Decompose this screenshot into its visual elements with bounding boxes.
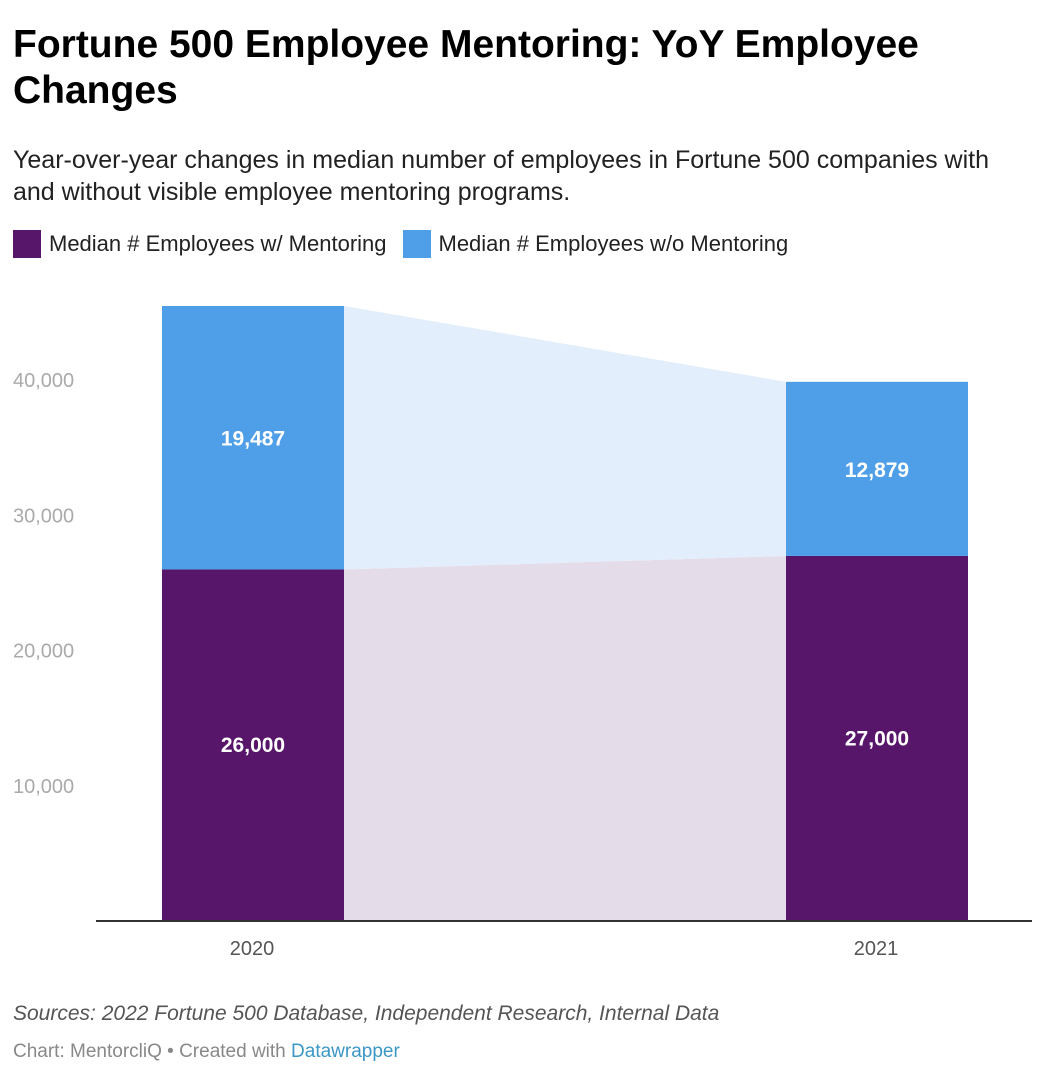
legend-swatch-without-mentoring	[402, 230, 431, 258]
bar-with-mentoring-2020	[162, 569, 344, 921]
datawrapper-link[interactable]: Datawrapper	[291, 1041, 400, 1062]
value-label-with-mentoring-2020: 26,000	[221, 734, 285, 757]
bar-without-mentoring-2021	[786, 381, 968, 556]
chart-subtitle: Year-over-year changes in median number …	[13, 146, 990, 206]
connector-band-without-mentoring	[344, 306, 786, 570]
y-tick-label-40000: 40,000	[13, 370, 74, 392]
y-tick-label-10000: 10,000	[13, 776, 74, 798]
legend-swatch-with-mentoring	[13, 230, 41, 258]
y-tick-label-30000: 30,000	[13, 505, 74, 527]
chart-credit: Chart: MentorcliQ • Created with Datawra…	[13, 1041, 400, 1063]
legend: Median # Employees w/ Mentoring Median #…	[13, 230, 804, 258]
x-tick-label-2020: 2020	[230, 938, 275, 960]
credit-text: Chart: MentorcliQ • Created with	[13, 1041, 292, 1062]
legend-item-without-mentoring: Median # Employees w/o Mentoring	[402, 230, 789, 258]
legend-item-with-mentoring: Median # Employees w/ Mentoring	[13, 230, 387, 258]
bar-with-mentoring-2021	[786, 555, 968, 921]
x-tick-label-2021: 2021	[854, 938, 899, 960]
legend-label-without-mentoring: Median # Employees w/o Mentoring	[438, 231, 789, 256]
stacked-bar-chart: 10,000 20,000 30,000 40,000 26,000 19,487 2020…	[13, 306, 1032, 960]
value-label-without-mentoring-2021: 12,879	[845, 459, 909, 482]
value-label-with-mentoring-2021: 27,000	[845, 727, 909, 750]
bar-without-mentoring-2020	[162, 306, 344, 570]
y-tick-label-20000: 20,000	[13, 641, 74, 663]
connector-band-with-mentoring	[344, 555, 786, 921]
value-label-without-mentoring-2020: 19,487	[221, 428, 285, 451]
chart-title: Fortune 500 Employee Mentoring: YoY Empl…	[13, 23, 919, 112]
source-note: Sources: 2022 Fortune 500 Database, Inde…	[13, 1002, 720, 1025]
legend-label-with-mentoring: Median # Employees w/ Mentoring	[49, 231, 387, 256]
